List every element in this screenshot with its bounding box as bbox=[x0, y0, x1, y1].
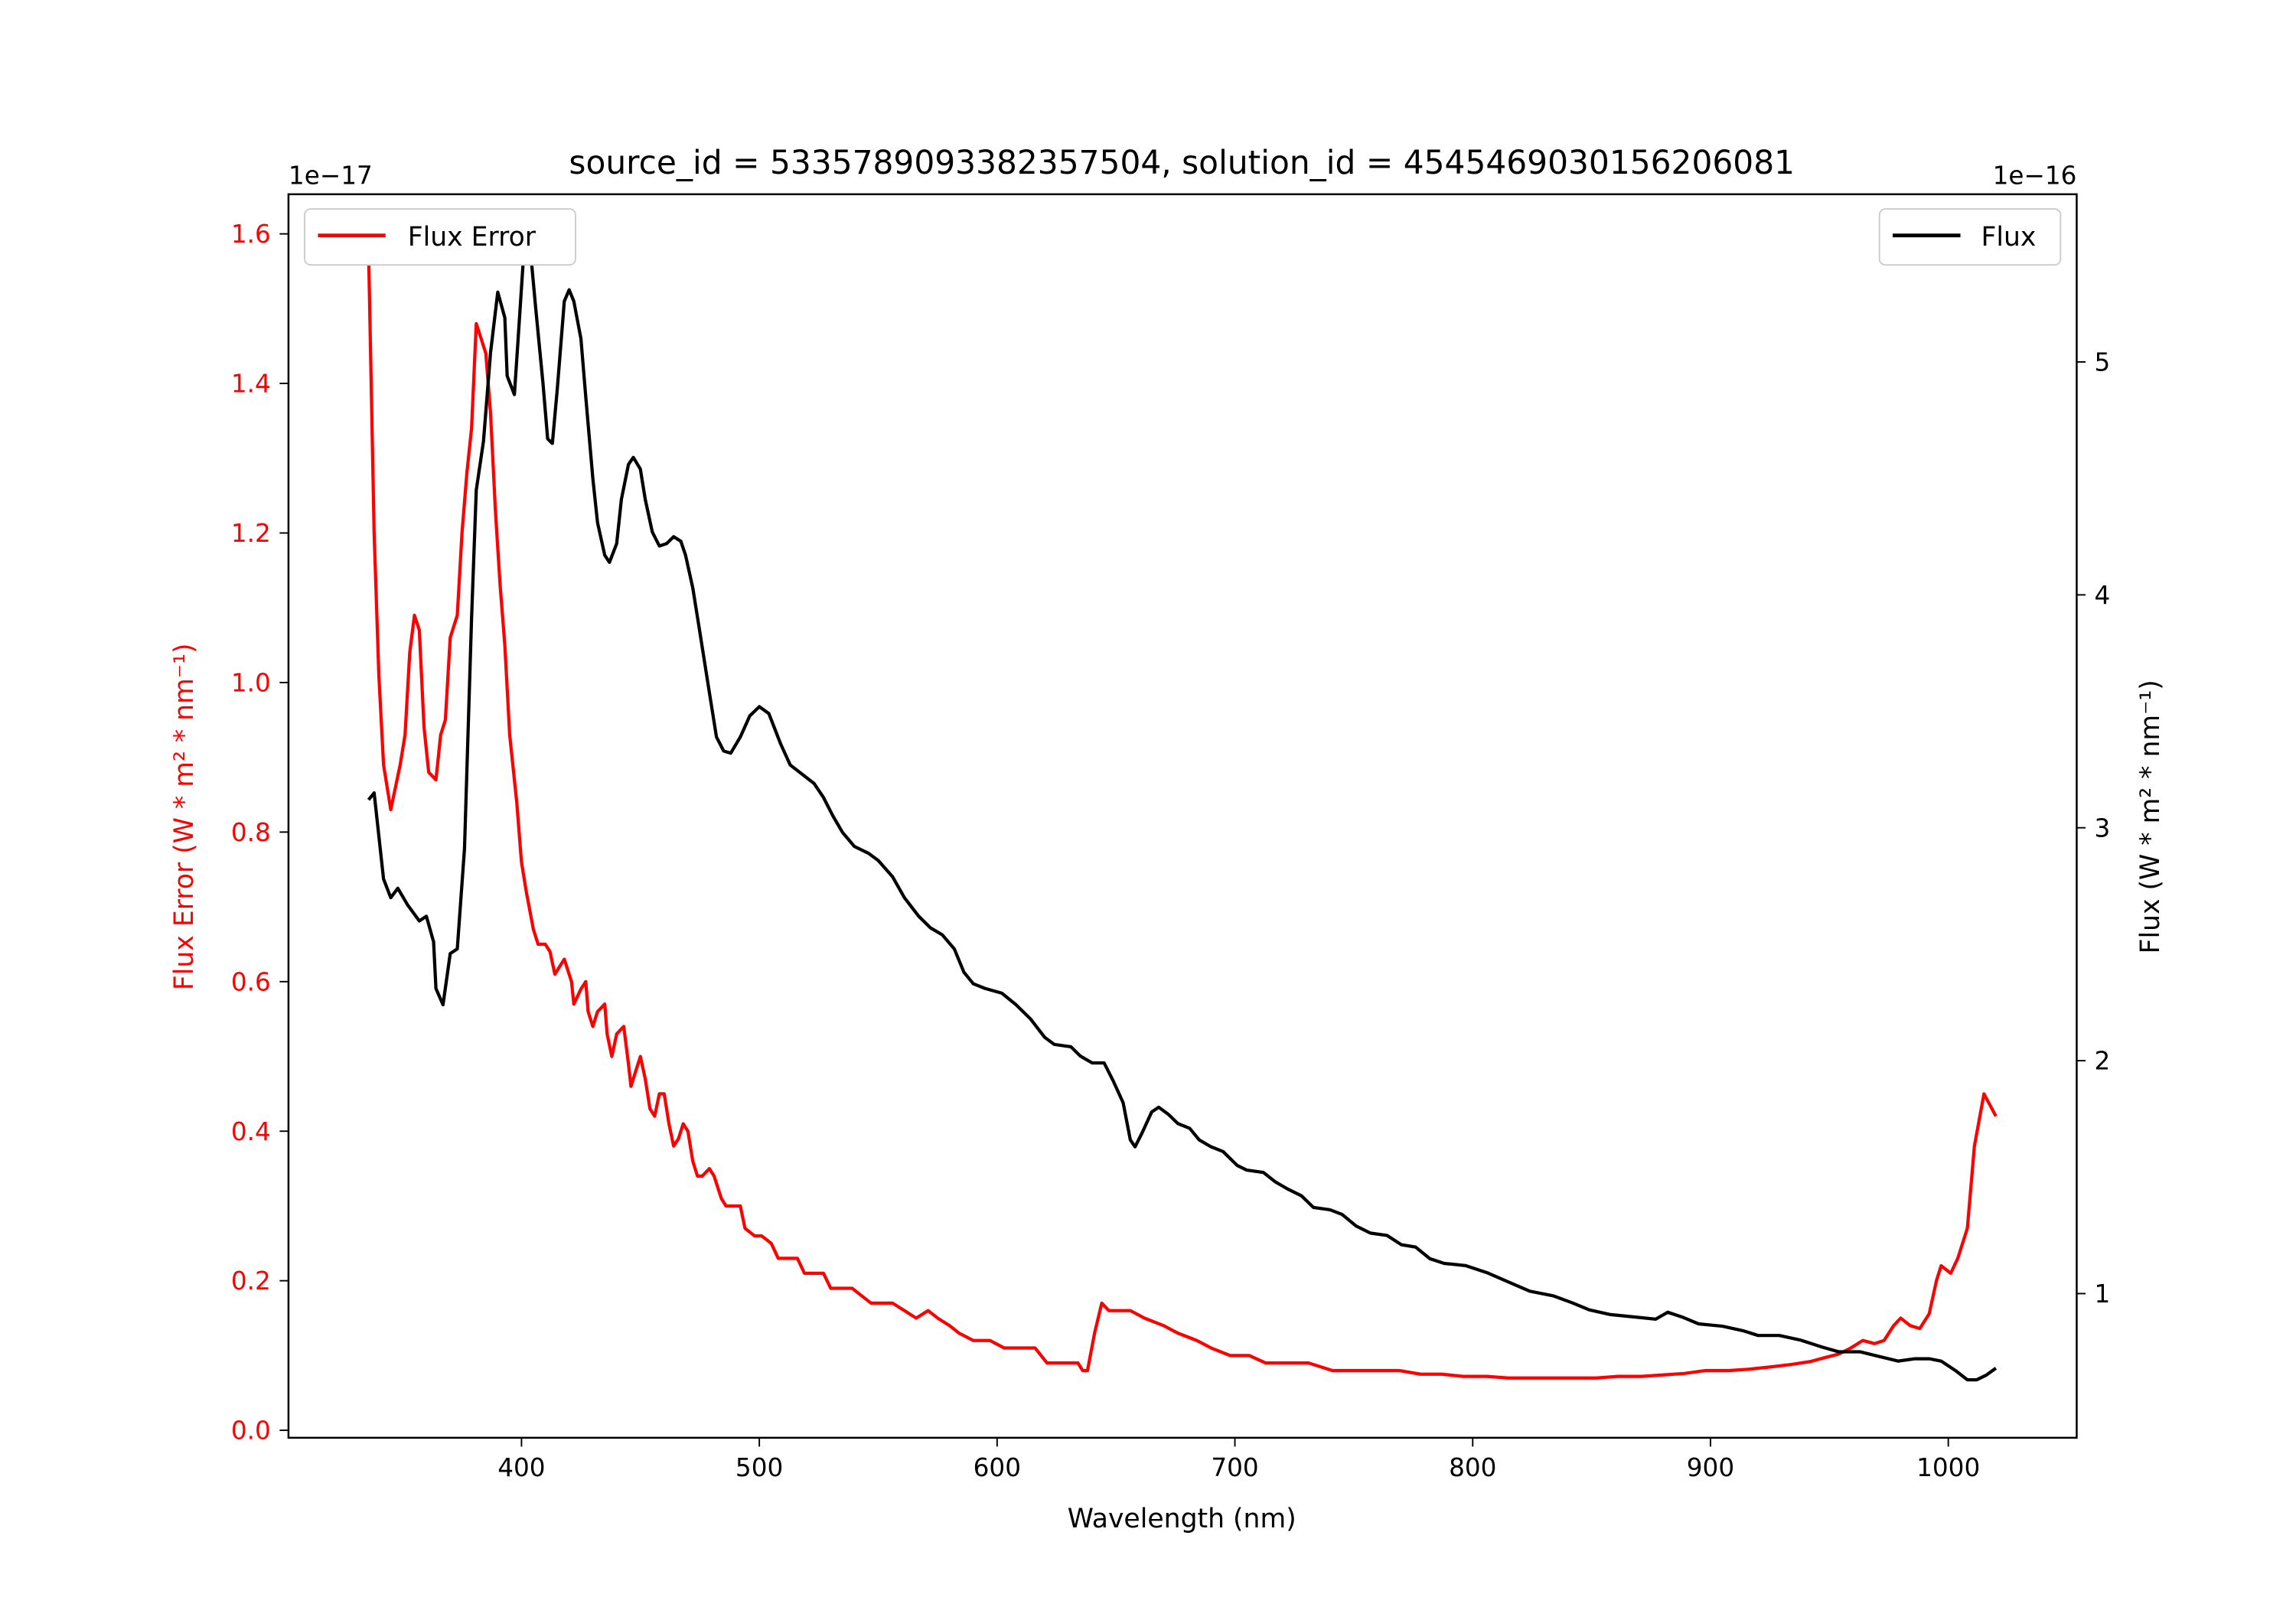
right-y-axis-label: Flux (W * m² * nm⁻¹) bbox=[2135, 680, 2166, 953]
x-tick-label: 700 bbox=[1211, 1453, 1258, 1482]
chart-title: source_id = 5335789093382357504, solutio… bbox=[569, 144, 1795, 181]
right-y-tick-label: 1 bbox=[2095, 1279, 2111, 1309]
legend-label-flux-error: Flux Error bbox=[408, 222, 536, 253]
legend-box bbox=[1878, 208, 2062, 266]
right-y-tick-label: 5 bbox=[2095, 348, 2111, 377]
left-y-tick-label: 0.4 bbox=[231, 1117, 271, 1146]
series-line-flux-error bbox=[367, 249, 1998, 1380]
x-tick-label: 900 bbox=[1687, 1453, 1734, 1482]
right-axis-offset: 1e−16 bbox=[1993, 161, 2077, 190]
x-axis-label: Wavelength (nm) bbox=[1068, 1504, 1296, 1534]
left-y-axis-label: Flux Error (W * m² * nm⁻¹) bbox=[169, 644, 200, 991]
left-y-tick-label: 0.8 bbox=[231, 818, 271, 847]
left-y-tick-label: 0.0 bbox=[231, 1416, 271, 1446]
legend-flux-error: Flux Error bbox=[304, 208, 576, 266]
x-tick-label: 600 bbox=[974, 1453, 1021, 1482]
left-y-tick-label: 1.0 bbox=[231, 668, 271, 697]
legend-flux: Flux bbox=[1878, 208, 2062, 266]
x-tick-label: 500 bbox=[735, 1453, 783, 1482]
right-y-tick-label: 3 bbox=[2095, 813, 2111, 843]
left-y-tick-label: 0.2 bbox=[231, 1266, 271, 1296]
left-axis-offset: 1e−17 bbox=[289, 161, 373, 190]
plot-frame bbox=[287, 193, 2078, 1439]
left-y-tick-label: 0.6 bbox=[231, 967, 271, 996]
right-y-tick-label: 4 bbox=[2095, 581, 2111, 610]
x-tick-label: 800 bbox=[1449, 1453, 1496, 1482]
right-y-tick-label: 2 bbox=[2095, 1047, 2111, 1076]
legend-label-flux: Flux bbox=[1981, 222, 2036, 253]
left-y-tick-label: 1.2 bbox=[231, 519, 271, 548]
left-y-tick-label: 1.4 bbox=[231, 370, 271, 399]
legend-box bbox=[304, 208, 576, 266]
x-tick-label: 400 bbox=[497, 1453, 545, 1482]
series-line-flux bbox=[367, 248, 1998, 1382]
left-y-tick-label: 1.6 bbox=[231, 220, 271, 249]
x-tick-label: 1000 bbox=[1916, 1453, 1980, 1482]
